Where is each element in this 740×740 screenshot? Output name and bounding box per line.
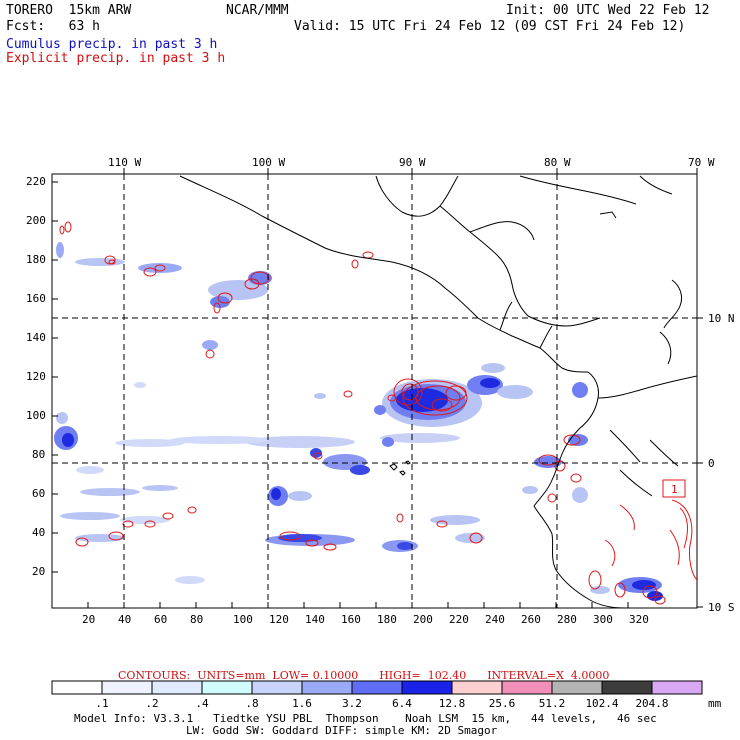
y-tick-label: 60 [32, 487, 46, 500]
model-info-line2: LW: Godd SW: Goddard DIFF: simple KM: 2D… [186, 724, 498, 737]
x-tick-label: 300 [593, 613, 613, 626]
y-tick-label: 200 [26, 214, 46, 227]
colorbar-swatch [651, 680, 703, 695]
lon-label-110w: 110 W [108, 156, 142, 169]
lon-label-100w: 100 W [252, 156, 286, 169]
x-tick-label: 160 [341, 613, 361, 626]
colorbar-swatch [451, 680, 503, 695]
colorbar-tick-label: 12.8 [438, 697, 466, 710]
y-tick-label: 40 [32, 526, 46, 539]
colorbar-swatch [151, 680, 203, 695]
colorbar-tick-label: 6.4 [392, 697, 412, 710]
top-ticks [123, 168, 698, 174]
lon-label-70w: 70 W [688, 156, 715, 169]
x-tick-label: 200 [413, 613, 433, 626]
x-tick-label: 320 [629, 613, 649, 626]
y-tick-label: 180 [26, 253, 46, 266]
colorbar-tick-label: 3.2 [342, 697, 362, 710]
init-time: Init: 00 UTC Wed 22 Feb 12 [506, 3, 710, 18]
lat-label-10s: 10 S [708, 601, 735, 614]
org-label: NCAR/MMM [226, 3, 289, 18]
colorbar-swatch [251, 680, 303, 695]
coastlines [179, 175, 697, 608]
x-tick-label: 180 [377, 613, 397, 626]
left-ticks [52, 181, 58, 573]
cumulus-precip-areas [54, 242, 663, 601]
y-tick-label: 20 [32, 565, 46, 578]
colorbar-swatch [601, 680, 653, 695]
colorbar [51, 680, 703, 695]
forecast-hour: Fcst: 63 h [6, 19, 100, 34]
model-title: TORERO 15km ARW [6, 3, 132, 18]
legend-cumulus: Cumulus precip. in past 3 h [6, 37, 218, 52]
colorbar-tick-label: .2 [145, 697, 159, 710]
lon-label-80w: 80 W [544, 156, 571, 169]
x-tick-label: 20 [82, 613, 96, 626]
colorbar-swatch [501, 680, 553, 695]
x-tick-label: 220 [449, 613, 469, 626]
bottom-ticks [87, 602, 629, 608]
colorbar-tick-label: 25.6 [488, 697, 516, 710]
y-tick-label: 100 [26, 409, 46, 422]
colorbar-swatch [301, 680, 353, 695]
x-tick-label: 60 [154, 613, 168, 626]
lat-label-10n: 10 N [708, 312, 735, 325]
y-tick-label: 160 [26, 292, 46, 305]
valid-time: Valid: 15 UTC Fri 24 Feb 12 (09 CST Fri … [294, 19, 686, 34]
colorbar-unit: mm [708, 697, 722, 710]
colorbar-tick-label: .4 [195, 697, 209, 710]
x-tick-label: 260 [521, 613, 541, 626]
colorbar-swatch [101, 680, 153, 695]
colorbar-tick-label: 1.6 [292, 697, 312, 710]
y-tick-label: 140 [26, 331, 46, 344]
explicit-precip-contours [59, 221, 697, 605]
x-tick-label: 120 [269, 613, 289, 626]
colorbar-swatch [351, 680, 403, 695]
colorbar-swatch [51, 680, 103, 695]
lat-label-0: 0 [708, 457, 715, 470]
x-tick-label: 280 [557, 613, 577, 626]
colorbar-tick-label: .8 [245, 697, 259, 710]
x-tick-label: 100 [233, 613, 253, 626]
colorbar-tick-label: 204.8 [635, 697, 669, 710]
colorbar-tick-label: 102.4 [585, 697, 619, 710]
model-info-line1: Model Info: V3.3.1 Tiedtke YSU PBL Thomp… [74, 712, 657, 725]
colorbar-tick-label: 51.2 [538, 697, 566, 710]
contour-label-text: 1 [671, 483, 678, 496]
x-tick-label: 40 [118, 613, 132, 626]
x-tick-label: 240 [485, 613, 505, 626]
lon-label-90w: 90 W [399, 156, 426, 169]
y-tick-label: 220 [26, 175, 46, 188]
plot-frame [51, 173, 698, 609]
colorbar-tick-label: .1 [95, 697, 109, 710]
colorbar-swatch [551, 680, 603, 695]
right-ticks [697, 317, 703, 608]
legend-explicit: Explicit precip. in past 3 h [6, 51, 226, 66]
y-tick-label: 120 [26, 370, 46, 383]
contour-label-box [662, 479, 686, 498]
contours-info: CONTOURS: UNITS=mm LOW= 0.10000 HIGH= 10… [118, 669, 610, 682]
colorbar-swatch [401, 680, 453, 695]
lat-lon-grid [52, 174, 697, 608]
x-tick-label: 80 [190, 613, 204, 626]
x-tick-label: 140 [305, 613, 325, 626]
colorbar-swatch [201, 680, 253, 695]
y-tick-label: 80 [32, 448, 46, 461]
